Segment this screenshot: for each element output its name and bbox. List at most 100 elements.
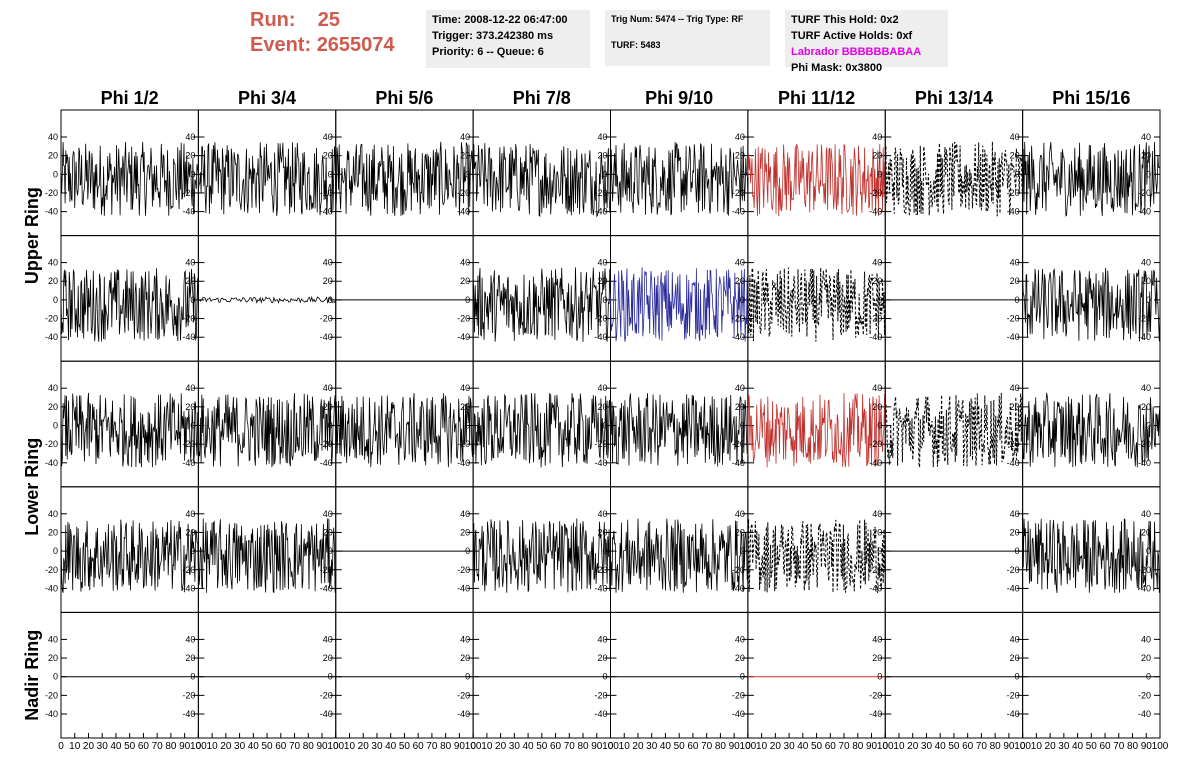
event-value: 2655074 (316, 34, 395, 56)
y-tick-label: -20 (182, 314, 195, 324)
y-tick-label: -40 (45, 583, 58, 593)
y-tick-label: 40 (460, 634, 470, 644)
y-tick-label: -20 (732, 565, 745, 575)
y-tick-label: 20 (48, 527, 58, 537)
y-tick-label-right: 40 (1141, 132, 1151, 142)
y-tick-label: 20 (1010, 151, 1020, 161)
y-tick-label: -20 (45, 439, 58, 449)
trig-info-panel: Trig Num: 5474 -- Trig Type: RF TURF: 54… (605, 10, 770, 66)
waveform-trace (472, 518, 611, 593)
x-tick-label: 90 (179, 741, 191, 752)
y-tick-label: 40 (460, 258, 470, 268)
y-tick-label: -20 (1007, 565, 1020, 575)
y-tick-label-right: 20 (1141, 653, 1151, 663)
waveform-trace (884, 392, 1024, 468)
y-tick-label: -40 (182, 583, 195, 593)
y-tick-label: 40 (597, 383, 607, 393)
y-tick-label: 0 (1015, 295, 1020, 305)
y-tick-label: 20 (872, 276, 882, 286)
y-tick-label: 20 (48, 402, 58, 412)
run-event-box: Run: 25 Event: 2655074 (250, 8, 420, 64)
x-tick-label: 80 (990, 741, 1002, 752)
y-tick-label: -40 (732, 709, 745, 719)
y-tick-label: -20 (1007, 188, 1020, 198)
y-tick-label-right: 0 (1146, 421, 1151, 431)
plot-panel (335, 109, 474, 237)
x-tick-label: 90 (1141, 741, 1153, 752)
y-tick-label: -20 (457, 565, 470, 575)
y-tick-label: 20 (185, 151, 195, 161)
y-tick-label: 20 (735, 276, 745, 286)
x-tick-label: 60 (138, 741, 150, 752)
y-tick-label: 40 (597, 509, 607, 519)
y-tick-label: -40 (457, 583, 470, 593)
y-tick-label: 40 (185, 634, 195, 644)
y-tick-label: -40 (732, 458, 745, 468)
x-tick-label: 0 (745, 741, 751, 752)
y-tick-label: -20 (45, 314, 58, 324)
x-tick-label: 50 (674, 741, 686, 752)
y-tick-label-right: 0 (1146, 546, 1151, 556)
y-tick-label: -40 (45, 207, 58, 217)
waveform-trace (610, 518, 749, 593)
x-tick-label: 20 (358, 741, 370, 752)
y-tick-label: 0 (190, 546, 195, 556)
y-tick-label: -40 (457, 458, 470, 468)
y-tick-label: 20 (872, 151, 882, 161)
y-tick-label: 0 (53, 672, 58, 682)
x-tick-label: 30 (97, 741, 109, 752)
x-tick-label: 30 (646, 741, 658, 752)
y-tick-label: 20 (1010, 527, 1020, 537)
y-tick-label: 20 (460, 653, 470, 663)
y-tick-label: 0 (328, 546, 333, 556)
waveform-trace (1022, 141, 1161, 218)
x-tick-label: 70 (564, 741, 576, 752)
y-tick-label: 20 (872, 527, 882, 537)
waveform-trace (60, 141, 199, 216)
waveform-trace (60, 392, 199, 468)
waveform-trace (198, 518, 337, 593)
column-header: Phi 11/12 (778, 88, 855, 108)
x-tick-label: 30 (234, 741, 246, 752)
y-tick-label-right: 0 (1146, 169, 1151, 179)
y-tick-label: -40 (45, 709, 58, 719)
labrador-text: Labrador BBBBBBABAA (791, 46, 922, 58)
y-tick-label: -40 (1007, 207, 1020, 217)
y-tick-label-right: 40 (1141, 634, 1151, 644)
y-tick-label: 0 (53, 421, 58, 431)
plot-panel (747, 611, 886, 739)
y-tick-label: 40 (1010, 383, 1020, 393)
y-tick-label: 20 (1010, 402, 1020, 412)
plot-panel (1022, 611, 1161, 739)
y-tick-label: -20 (182, 565, 195, 575)
x-tick-label: 50 (399, 741, 411, 752)
x-tick-label: 70 (1113, 741, 1125, 752)
waveform-trace (747, 393, 886, 468)
column-header: Phi 15/16 (1052, 88, 1130, 108)
y-tick-label: 0 (465, 546, 470, 556)
y-tick-label: 0 (1015, 421, 1020, 431)
y-tick-label: 0 (53, 169, 58, 179)
y-tick-label: 40 (323, 509, 333, 519)
x-tick-label: 80 (577, 741, 589, 752)
y-tick-label: 20 (1010, 653, 1020, 663)
y-tick-label: 0 (740, 295, 745, 305)
y-tick-label: 0 (877, 672, 882, 682)
y-tick-label: 40 (1010, 132, 1020, 142)
plot-panel (610, 611, 749, 739)
event-label: Event: (250, 34, 312, 56)
y-tick-label: -20 (1007, 690, 1020, 700)
x-tick-label: 40 (935, 741, 947, 752)
y-tick-label: -20 (182, 439, 195, 449)
y-tick-label: -40 (320, 332, 333, 342)
x-tick-label: 70 (701, 741, 713, 752)
y-tick-label: -40 (182, 458, 195, 468)
y-tick-label: -20 (869, 565, 882, 575)
y-tick-label: -40 (320, 207, 333, 217)
y-tick-label: 40 (323, 258, 333, 268)
x-tick-label: 60 (825, 741, 837, 752)
x-tick-label: 50 (536, 741, 548, 752)
y-tick-label: 20 (1010, 276, 1020, 286)
y-tick-label: 20 (323, 653, 333, 663)
x-tick-label: 60 (275, 741, 287, 752)
